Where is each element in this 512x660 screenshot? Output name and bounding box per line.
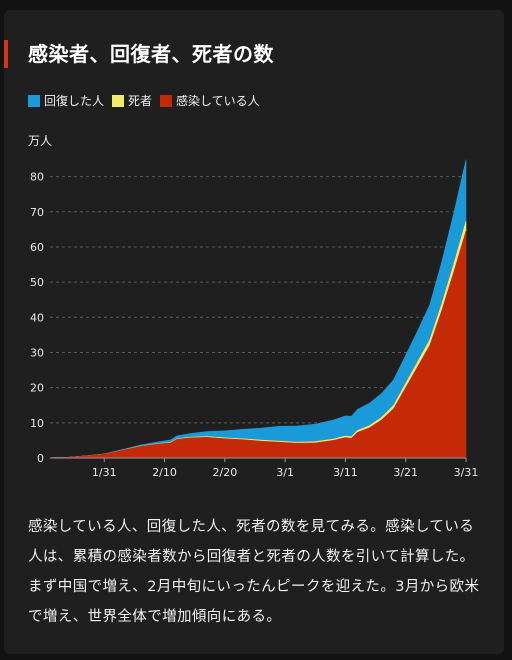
y-tick-label: 30: [30, 346, 44, 359]
x-tick-label: 1/31: [92, 466, 117, 479]
legend-label: 感染している人: [176, 94, 260, 108]
legend-item-infected: 感染している人: [160, 92, 260, 109]
y-tick-label: 40: [30, 311, 44, 324]
y-axis-unit-label: 万人: [28, 134, 53, 148]
y-tick-label: 20: [30, 382, 44, 395]
y-tick-label: 80: [30, 171, 44, 184]
y-tick-label: 0: [37, 452, 44, 465]
x-tick-label: 3/31: [454, 466, 479, 479]
legend-label: 回復した人: [44, 94, 105, 108]
y-tick-label: 70: [30, 206, 44, 219]
area-series-感染している人: [49, 231, 467, 459]
chart-legend: 回復した人 死者 感染している人: [28, 92, 268, 109]
x-tick-label: 3/21: [393, 466, 418, 479]
chart-title: 感染者、回復者、死者の数: [28, 42, 274, 66]
y-tick-label: 50: [30, 276, 44, 289]
legend-item-deaths: 死者: [112, 92, 152, 109]
y-tick-label: 10: [30, 417, 44, 430]
x-tick-label: 3/1: [276, 466, 294, 479]
x-tick-label: 2/10: [152, 466, 177, 479]
legend-swatch: [112, 94, 125, 107]
y-tick-label: 60: [30, 241, 44, 254]
legend-item-recovered: 回復した人: [28, 92, 104, 109]
title-accent-bar: [4, 40, 8, 68]
x-tick-label: 2/20: [212, 466, 237, 479]
legend-swatch: [160, 94, 173, 107]
legend-swatch: [28, 94, 40, 107]
legend-label: 死者: [128, 94, 153, 108]
chart-description: 感染している人、回復した人、死者の数を見てみる。感染している人は、累積の感染者数…: [28, 519, 480, 625]
area-chart: 0 10 20 30 40 50 60 70 80 1/31 2/10 2/20 3/1 3/11 3/21…: [30, 159, 479, 479]
x-tick-label: 3/11: [333, 466, 358, 479]
